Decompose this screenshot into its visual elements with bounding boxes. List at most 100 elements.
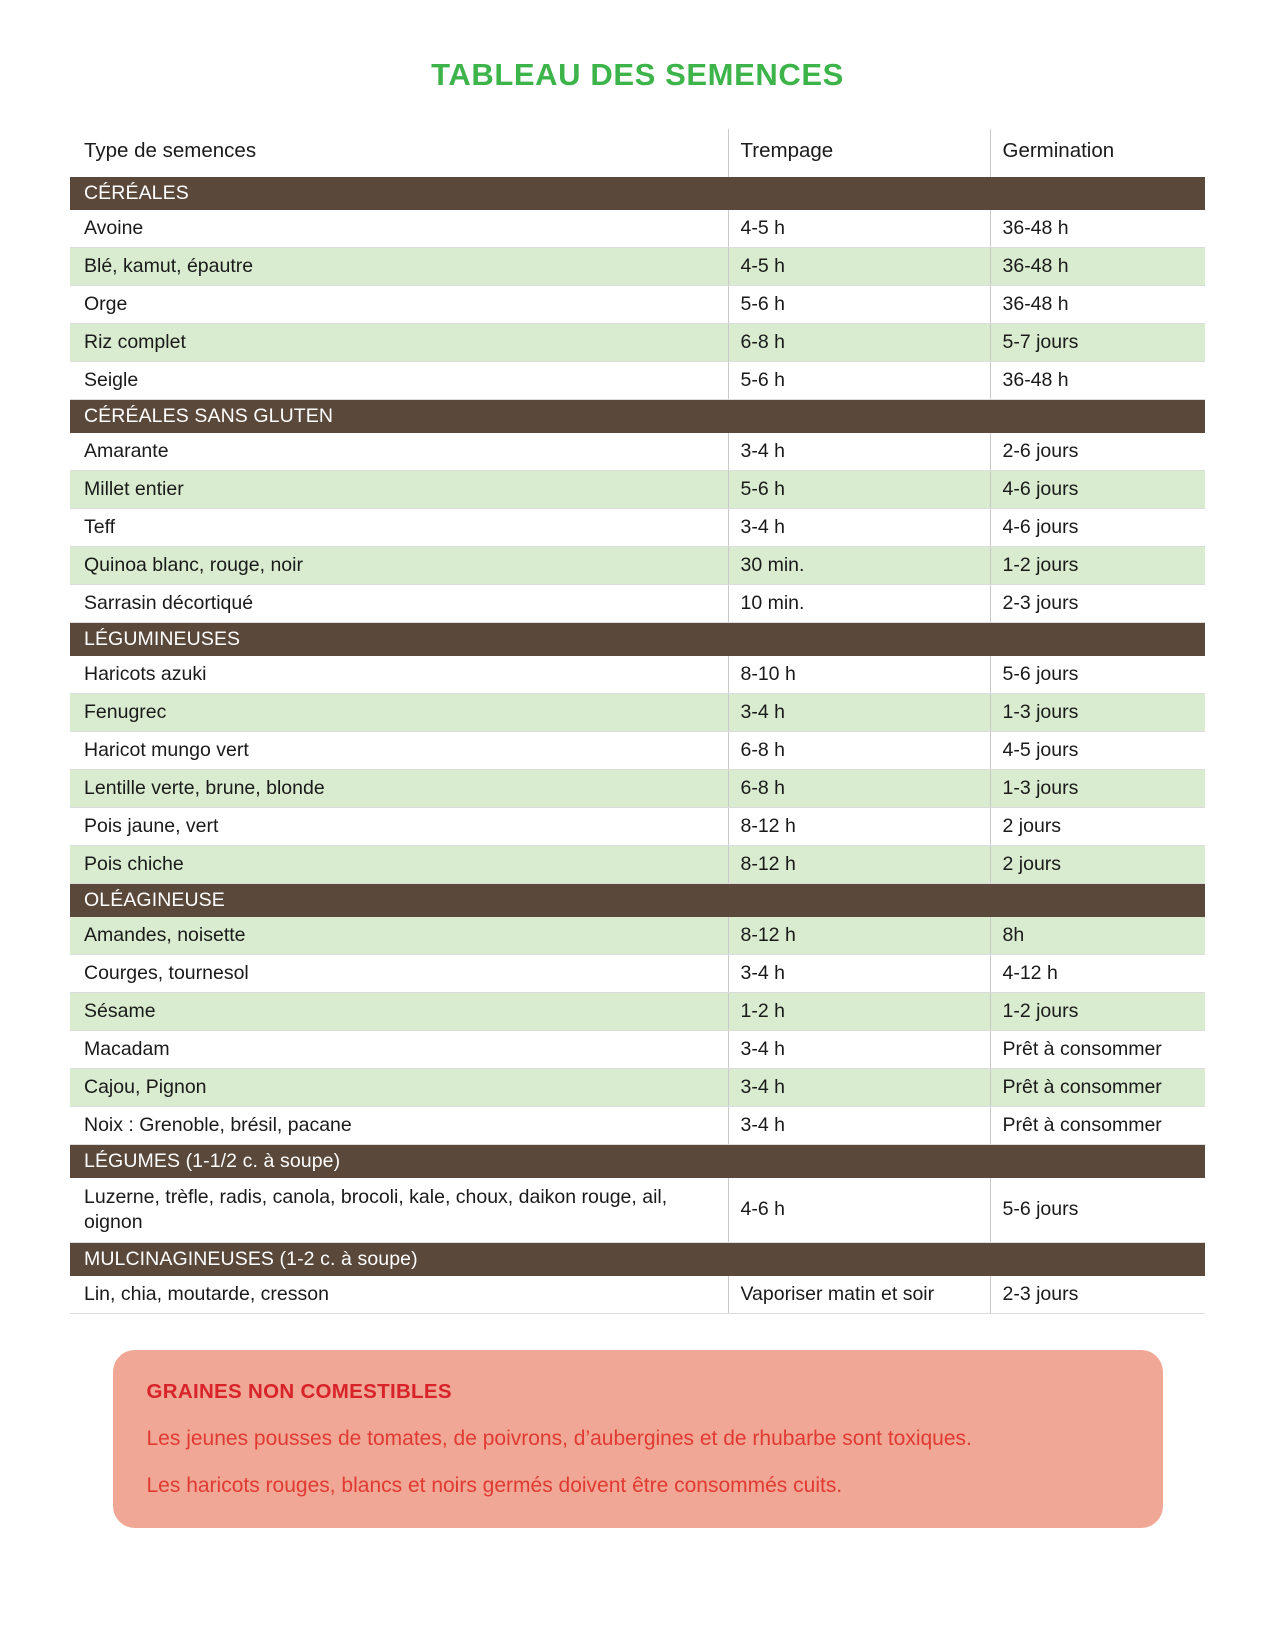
cell-type: Sarrasin décortiqué xyxy=(70,584,728,624)
section-header-label: OLÉAGINEUSE xyxy=(70,883,1205,918)
table-row: Millet entier 5-6 h 4-6 jours xyxy=(70,470,1205,510)
cell-trempage: 5-6 h xyxy=(727,285,990,325)
section-header-row: CÉRÉALES xyxy=(70,177,1205,211)
table-body: CÉRÉALES Avoine 4-5 h 36-48 h Blé, kamut, ép… xyxy=(70,177,1205,1315)
cell-trempage: 8-12 h xyxy=(727,845,990,885)
section-header-label: LÉGUMES (1-1/2 c. à soupe) xyxy=(70,1144,1205,1179)
cell-type: Teff xyxy=(70,508,728,548)
cell-germination: 4-5 jours xyxy=(989,731,1205,771)
cell-trempage: 6-8 h xyxy=(727,769,990,809)
warning-line: Les haricots rouges, blancs et noirs ger… xyxy=(146,1474,843,1498)
cell-germination: 2-6 jours xyxy=(989,433,1205,472)
section-header-row: OLÉAGINEUSE xyxy=(70,883,1205,918)
warning-title: GRAINES NON COMESTIBLES xyxy=(146,1380,452,1404)
cell-germination: 2-3 jours xyxy=(989,1276,1205,1315)
cell-type: Millet entier xyxy=(70,470,728,510)
table-row: Macadam 3-4 h Prêt à consommer xyxy=(70,1030,1205,1070)
cell-trempage: 3-4 h xyxy=(727,954,990,994)
cell-trempage: 3-4 h xyxy=(727,1106,990,1146)
cell-type: Haricots azuki xyxy=(70,656,728,695)
cell-germination: 36-48 h xyxy=(989,361,1205,401)
section-header-label: MULCINAGINEUSES (1-2 c. à soupe) xyxy=(70,1242,1205,1277)
cell-germination: Prêt à consommer xyxy=(989,1068,1205,1108)
section-header-label: CÉRÉALES SANS GLUTEN xyxy=(70,399,1205,434)
cell-germination: 2-3 jours xyxy=(989,584,1205,624)
section-header-row: CÉRÉALES SANS GLUTEN xyxy=(70,399,1205,434)
cell-type: Cajou, Pignon xyxy=(70,1068,728,1108)
cell-trempage: 6-8 h xyxy=(727,323,990,363)
cell-type: Seigle xyxy=(70,361,728,401)
cell-germination: 5-6 jours xyxy=(989,656,1205,695)
cell-type: Sésame xyxy=(70,992,728,1032)
cell-trempage: 4-5 h xyxy=(727,210,990,249)
cell-germination: 36-48 h xyxy=(989,210,1205,249)
cell-germination: 2 jours xyxy=(989,845,1205,885)
cell-germination: 4-12 h xyxy=(989,954,1205,994)
cell-type: Fenugrec xyxy=(70,693,728,733)
cell-trempage: 3-4 h xyxy=(727,693,990,733)
table-header-row: Type de semences Trempage Germination xyxy=(70,129,1205,178)
cell-germination: 1-3 jours xyxy=(989,769,1205,809)
table-row: Fenugrec 3-4 h 1-3 jours xyxy=(70,693,1205,733)
cell-trempage: 8-10 h xyxy=(727,656,990,695)
section-header-label: LÉGUMINEUSES xyxy=(70,622,1205,657)
cell-type: Riz complet xyxy=(70,323,728,363)
cell-type: Macadam xyxy=(70,1030,728,1070)
cell-germination: 1-2 jours xyxy=(989,992,1205,1032)
table-row: Haricots azuki 8-10 h 5-6 jours xyxy=(70,656,1205,695)
table-row: Blé, kamut, épautre 4-5 h 36-48 h xyxy=(70,247,1205,287)
section-header-row: LÉGUMINEUSES xyxy=(70,622,1205,657)
cell-trempage: 10 min. xyxy=(727,584,990,624)
section-header-row: MULCINAGINEUSES (1-2 c. à soupe) xyxy=(70,1242,1205,1277)
cell-germination: 2 jours xyxy=(989,807,1205,847)
cell-germination: 5-6 jours xyxy=(989,1178,1205,1244)
table-row: Sésame 1-2 h 1-2 jours xyxy=(70,992,1205,1032)
cell-type: Courges, tournesol xyxy=(70,954,728,994)
cell-trempage: 3-4 h xyxy=(727,1068,990,1108)
cell-germination: 5-7 jours xyxy=(989,323,1205,363)
cell-germination: 36-48 h xyxy=(989,247,1205,287)
table-row: Courges, tournesol 3-4 h 4-12 h xyxy=(70,954,1205,994)
cell-type: Haricot mungo vert xyxy=(70,731,728,771)
table-row: Haricot mungo vert 6-8 h 4-5 jours xyxy=(70,731,1205,771)
table-row: Amandes, noisette 8-12 h 8h xyxy=(70,917,1205,956)
cell-trempage: 3-4 h xyxy=(727,508,990,548)
cell-germination: 4-6 jours xyxy=(989,470,1205,510)
cell-type: Blé, kamut, épautre xyxy=(70,247,728,287)
cell-trempage: 3-4 h xyxy=(727,1030,990,1070)
cell-germination: 4-6 jours xyxy=(989,508,1205,548)
table-row: Lin, chia, moutarde, cresson Vaporiser ma… xyxy=(70,1276,1205,1315)
cell-trempage: 5-6 h xyxy=(727,470,990,510)
cell-trempage: 5-6 h xyxy=(727,361,990,401)
cell-type: Lin, chia, moutarde, cresson xyxy=(70,1276,728,1315)
column-header-trempage: Trempage xyxy=(727,129,990,178)
cell-type: Orge xyxy=(70,285,728,325)
cell-trempage: 6-8 h xyxy=(727,731,990,771)
cell-trempage: Vaporiser matin et soir xyxy=(727,1276,990,1315)
cell-type: Amandes, noisette xyxy=(70,917,728,956)
cell-germination: Prêt à consommer xyxy=(989,1106,1205,1146)
table-header: Type de semences Trempage Germination xyxy=(70,129,1205,178)
table-row: Orge 5-6 h 36-48 h xyxy=(70,285,1205,325)
cell-type: Pois jaune, vert xyxy=(70,807,728,847)
cell-germination: 1-2 jours xyxy=(989,546,1205,586)
cell-germination: 8h xyxy=(989,917,1205,956)
section-header-row: LÉGUMES (1-1/2 c. à soupe) xyxy=(70,1144,1205,1179)
column-header-type: Type de semences xyxy=(84,139,257,163)
cell-type: Avoine xyxy=(70,210,728,249)
warning-box: GRAINES NON COMESTIBLES Les jeunes pouss… xyxy=(112,1350,1163,1529)
table-row: Luzerne, trèfle, radis, canola, brocoli,… xyxy=(70,1178,1205,1244)
column-header-germination: Germination xyxy=(989,129,1205,178)
cell-trempage: 30 min. xyxy=(727,546,990,586)
table-row: Noix : Grenoble, brésil, pacane 3-4 h Prêt… xyxy=(70,1106,1205,1146)
section-header-label: CÉRÉALES xyxy=(70,177,1205,211)
page-title: TABLEAU DES SEMENCES xyxy=(431,57,844,92)
table-row: Riz complet 6-8 h 5-7 jours xyxy=(70,323,1205,363)
cell-germination: 1-3 jours xyxy=(989,693,1205,733)
cell-trempage: 1-2 h xyxy=(727,992,990,1032)
warning-line: Les jeunes pousses de tomates, de poivro… xyxy=(146,1427,972,1451)
cell-type: Quinoa blanc, rouge, noir xyxy=(70,546,728,586)
